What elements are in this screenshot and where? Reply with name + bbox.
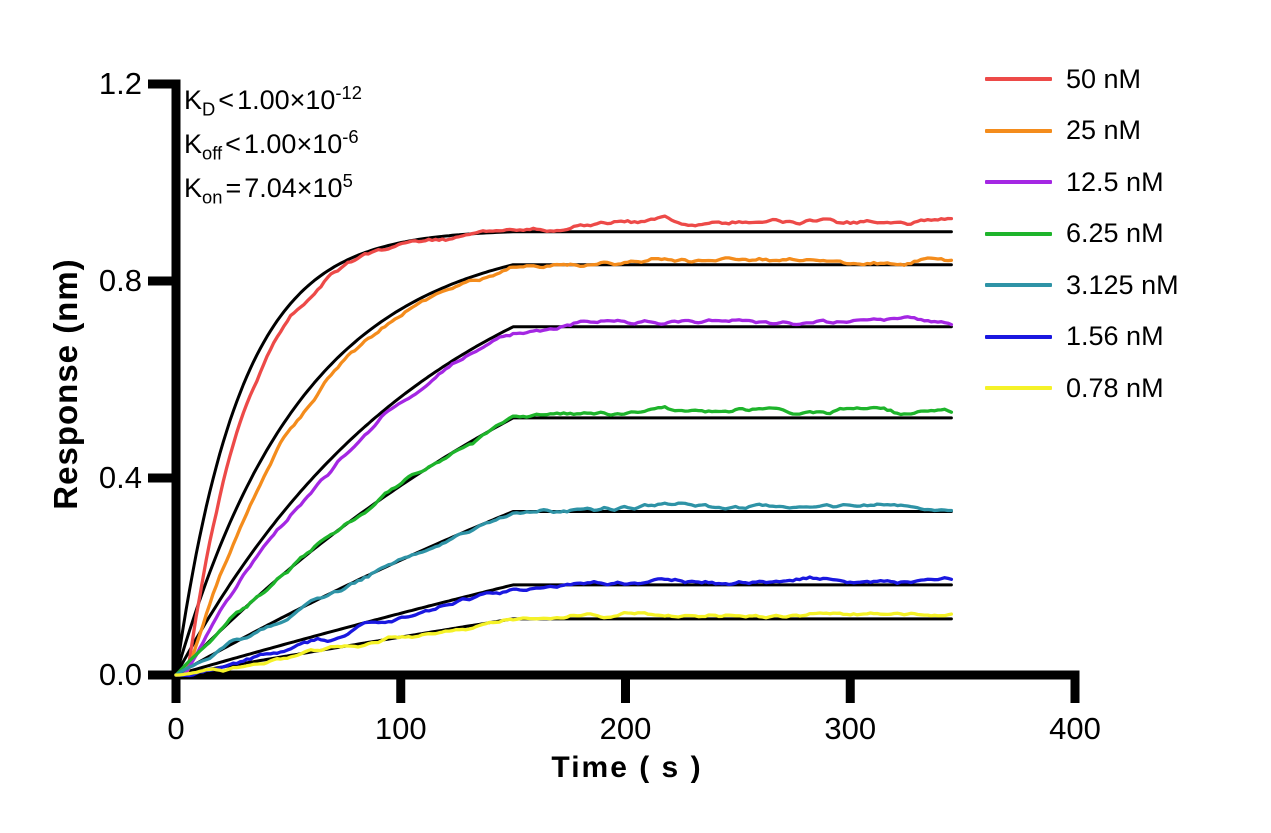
series-curve-12.5nM [174,315,954,677]
fit-curve-50nM [174,230,953,677]
series-curve-25nM [174,256,954,677]
series-curve-50nM [174,214,954,677]
series-curve-6.25nM [174,405,954,677]
fit-curve-3.125nM [174,510,953,677]
series-curve-3.125nM [174,501,954,677]
series-curve-1.56nM [174,575,954,678]
fit-curve-12.5nM [174,325,953,677]
fit-curve-6.25nM [174,416,953,677]
fit-curve-1.56nM [174,583,953,677]
series-curve-0.78nM [174,610,954,677]
